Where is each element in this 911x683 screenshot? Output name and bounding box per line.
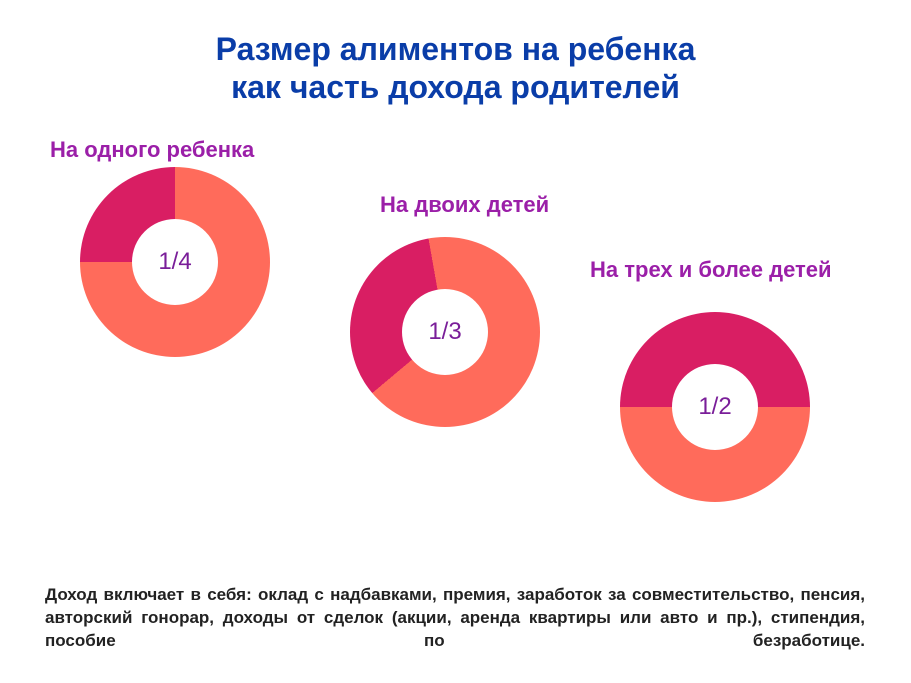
page-title: Размер алиментов на ребенка как часть до… bbox=[0, 0, 911, 107]
donut-two: 1/3 bbox=[350, 237, 540, 427]
title-line-1: Размер алиментов на ребенка bbox=[0, 30, 911, 68]
chart-three-children: На трех и более детей 1/2 bbox=[620, 312, 810, 502]
footnote-text: Доход включает в себя: оклад с надбавкам… bbox=[45, 584, 865, 653]
chart-one-child: На одного ребенка 1/4 bbox=[80, 167, 270, 357]
chart-label-three: На трех и более детей bbox=[590, 257, 832, 283]
charts-area: На одного ребенка 1/4 На двоих детей 1/3… bbox=[0, 107, 911, 547]
chart-two-children: На двоих детей 1/3 bbox=[350, 237, 540, 427]
title-line-2: как часть дохода родителей bbox=[0, 68, 911, 106]
donut-center-three: 1/2 bbox=[672, 364, 758, 450]
fraction-text-three: 1/2 bbox=[698, 393, 731, 421]
donut-center-one: 1/4 bbox=[132, 219, 218, 305]
chart-label-one: На одного ребенка bbox=[50, 137, 254, 163]
donut-one: 1/4 bbox=[80, 167, 270, 357]
fraction-text-one: 1/4 bbox=[158, 248, 191, 276]
chart-label-two: На двоих детей bbox=[380, 192, 549, 218]
donut-three: 1/2 bbox=[620, 312, 810, 502]
fraction-text-two: 1/3 bbox=[428, 318, 461, 346]
donut-center-two: 1/3 bbox=[402, 289, 488, 375]
